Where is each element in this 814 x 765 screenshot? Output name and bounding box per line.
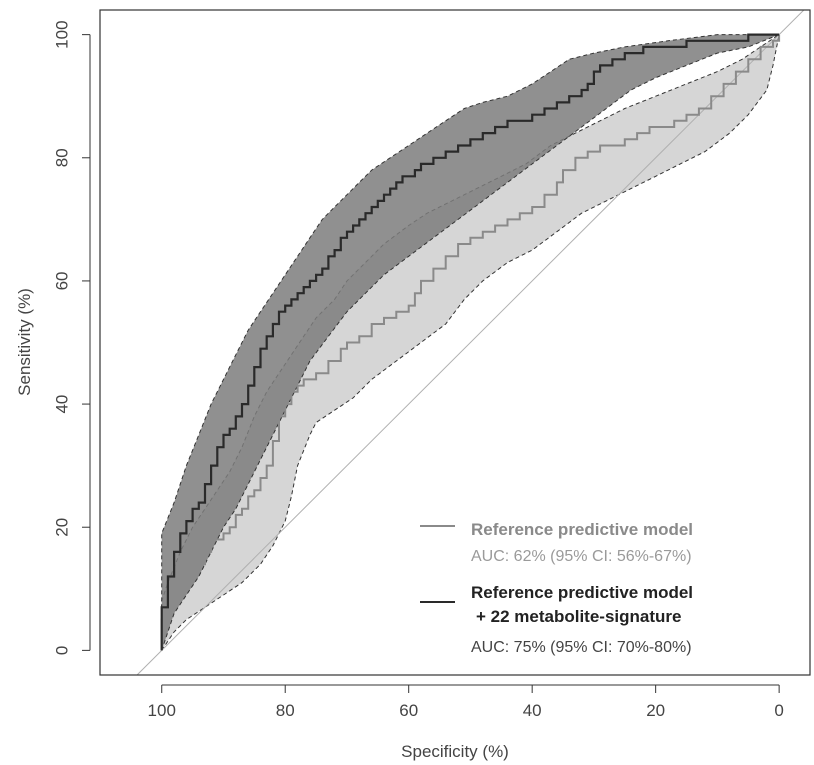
x-tick-label: 0 — [774, 701, 783, 720]
roc-curves — [160, 33, 781, 651]
legend-label-series-2-line-1: Reference predictive model — [471, 583, 693, 602]
ci-band-series-2 — [161, 34, 780, 651]
y-tick-label: 80 — [52, 148, 71, 167]
x-tick-label: 80 — [276, 701, 295, 720]
x-tick-label: 40 — [523, 701, 542, 720]
legend-auc-series-2: AUC: 75% (95% CI: 70%-80%) — [471, 639, 692, 656]
diagonal-reference-line — [136, 9, 805, 676]
x-axis: 100 80 60 40 20 0 — [148, 684, 784, 720]
roc-curve-series-1 — [160, 34, 781, 651]
y-tick-label: 20 — [52, 518, 71, 537]
y-tick-label: 100 — [52, 20, 71, 48]
legend-label-series-1: Reference predictive model — [471, 520, 693, 539]
roc-curve-series-2 — [160, 33, 780, 651]
x-axis-label: Specificity (%) — [401, 742, 509, 761]
x-tick-label: 100 — [148, 701, 176, 720]
y-tick-label: 60 — [52, 271, 71, 290]
ci-lower-border-series-1 — [161, 34, 780, 651]
x-tick-label: 20 — [646, 701, 665, 720]
y-axis-label: Sensitivity (%) — [15, 288, 34, 396]
legend-auc-series-1: AUC: 62% (95% CI: 56%-67%) — [471, 548, 692, 565]
plot-frame — [99, 9, 811, 676]
x-tick-label: 60 — [399, 701, 418, 720]
y-tick-label: 0 — [52, 646, 71, 655]
legend-label-series-2-line-2: + 22 metabolite-signature — [476, 607, 681, 626]
ci-upper-border-series-2 — [161, 34, 780, 651]
legend: Reference predictive model AUC: 62% (95% … — [420, 520, 693, 656]
ci-lower-border-series-2 — [161, 34, 780, 651]
y-tick-label: 40 — [52, 395, 71, 414]
y-axis: 0 20 40 60 80 100 — [52, 20, 91, 655]
